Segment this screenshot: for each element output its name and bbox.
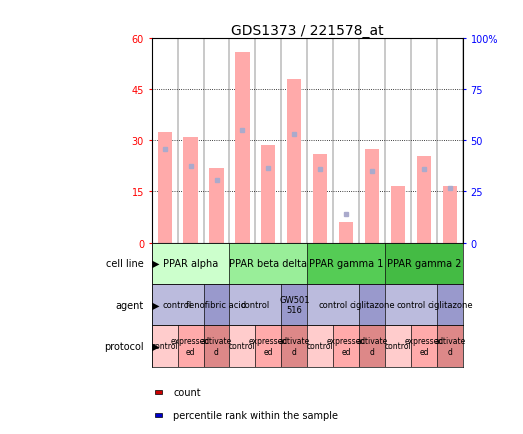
Text: control: control — [241, 300, 270, 309]
Text: agent: agent — [116, 300, 144, 310]
Bar — [385, 326, 411, 367]
Bar — [437, 326, 463, 367]
Bar — [308, 326, 333, 367]
Bar — [443, 187, 457, 243]
Text: control: control — [384, 342, 412, 351]
Bar — [417, 156, 431, 243]
Bar — [308, 284, 359, 326]
Bar — [155, 391, 163, 394]
Bar — [235, 53, 249, 243]
Bar — [339, 223, 354, 243]
Text: PPAR gamma 1: PPAR gamma 1 — [309, 259, 383, 269]
Text: activate
d: activate d — [434, 336, 465, 356]
Text: ▶: ▶ — [152, 300, 159, 310]
Text: PPAR alpha: PPAR alpha — [163, 259, 218, 269]
Text: expressed
ed: expressed ed — [326, 336, 366, 356]
Text: control: control — [307, 342, 334, 351]
Bar — [155, 413, 163, 417]
Bar — [152, 284, 203, 326]
Bar — [308, 243, 385, 284]
Text: control: control — [163, 300, 192, 309]
Text: activate
d: activate d — [357, 336, 388, 356]
Bar — [261, 146, 276, 243]
Text: ▶: ▶ — [152, 259, 159, 269]
Bar — [255, 326, 281, 367]
Text: percentile rank within the sample: percentile rank within the sample — [174, 410, 338, 420]
Text: fenofibric acid: fenofibric acid — [186, 300, 246, 309]
Bar — [365, 150, 379, 243]
Bar — [230, 243, 308, 284]
Bar — [230, 284, 281, 326]
Bar — [152, 243, 230, 284]
Bar — [391, 187, 405, 243]
Text: ▶: ▶ — [152, 341, 159, 351]
Title: GDS1373 / 221578_at: GDS1373 / 221578_at — [231, 24, 383, 38]
Text: expressed
ed: expressed ed — [404, 336, 444, 356]
Bar — [313, 155, 327, 243]
Bar — [230, 326, 255, 367]
Bar — [203, 284, 230, 326]
Bar — [281, 326, 308, 367]
Text: control: control — [229, 342, 256, 351]
Text: ciglitazone: ciglitazone — [349, 300, 395, 309]
Text: control: control — [396, 300, 426, 309]
Text: expressed
ed: expressed ed — [171, 336, 210, 356]
Bar — [385, 284, 437, 326]
Bar — [152, 326, 178, 367]
Bar — [157, 132, 172, 243]
Text: value, Detection Call = ABSENT: value, Detection Call = ABSENT — [174, 433, 328, 434]
Text: PPAR beta delta: PPAR beta delta — [230, 259, 308, 269]
Text: control: control — [151, 342, 178, 351]
Text: PPAR gamma 2: PPAR gamma 2 — [386, 259, 461, 269]
Text: activate
d: activate d — [201, 336, 232, 356]
Text: protocol: protocol — [104, 341, 144, 351]
Text: GW501
516: GW501 516 — [279, 295, 310, 315]
Bar — [178, 326, 203, 367]
Bar — [281, 284, 308, 326]
Text: activate
d: activate d — [279, 336, 310, 356]
Bar — [333, 326, 359, 367]
Bar — [385, 243, 463, 284]
Bar — [209, 168, 224, 243]
Text: cell line: cell line — [106, 259, 144, 269]
Bar — [359, 284, 385, 326]
Text: expressed
ed: expressed ed — [249, 336, 288, 356]
Bar — [203, 326, 230, 367]
Text: control: control — [319, 300, 348, 309]
Bar — [287, 80, 301, 243]
Bar — [184, 138, 198, 243]
Bar — [359, 326, 385, 367]
Text: count: count — [174, 387, 201, 397]
Text: ciglitazone: ciglitazone — [427, 300, 473, 309]
Bar — [411, 326, 437, 367]
Bar — [437, 284, 463, 326]
